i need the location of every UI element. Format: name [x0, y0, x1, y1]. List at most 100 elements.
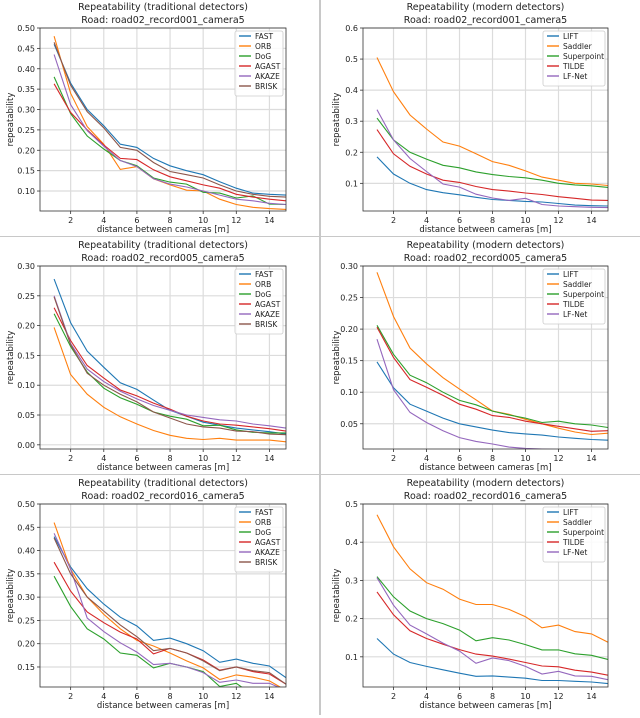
legend-entry: LF-Net	[563, 548, 587, 557]
series-line-orb	[53, 522, 282, 687]
x-tick-label: 4	[101, 692, 106, 701]
line-chart: Repeatability (traditional detectors) Roa…	[6, 478, 287, 711]
legend-entry: ORB	[255, 518, 271, 527]
y-tick-label: 0.4	[345, 538, 358, 547]
x-tick-label: 8	[167, 216, 172, 225]
plot-frame	[362, 27, 609, 212]
chart-subtitle: Road: road02_record001_camera5	[81, 15, 244, 26]
y-tick-label: 0.15	[340, 357, 358, 366]
x-tick-label: 4	[101, 454, 106, 463]
y-tick-label: 0.45	[17, 523, 35, 532]
plot-frame	[362, 265, 609, 450]
chart-subtitle: Road: road02_record001_camera5	[404, 15, 567, 26]
x-tick-label: 14	[264, 454, 274, 463]
x-axis-label: distance between cameras [m]	[97, 463, 229, 473]
plot-frame	[39, 27, 287, 212]
x-tick-label: 8	[490, 454, 495, 463]
series-line-agast	[53, 307, 286, 432]
x-tick-label: 14	[264, 692, 274, 701]
series-line-orb	[53, 327, 286, 443]
legend-entry: ORB	[255, 280, 271, 289]
x-tick-label: 14	[586, 216, 596, 225]
chart-title: Repeatability (traditional detectors)	[78, 478, 248, 489]
x-tick-label: 4	[424, 692, 429, 701]
legend-entry: Saddler	[563, 280, 593, 289]
y-axis-label: repeatability	[332, 93, 342, 147]
x-tick-label: 4	[424, 454, 429, 463]
x-tick-label: 14	[264, 216, 274, 225]
legend-entry: TILDE	[562, 300, 585, 309]
series-line-brisk	[53, 537, 286, 685]
series-line-lift	[376, 361, 608, 441]
legend-entry: Superpoint	[563, 528, 604, 537]
x-tick-label: 12	[231, 454, 241, 463]
chart-panel: Repeatability (modern detectors) Road: ro…	[320, 0, 640, 238]
series-line-lift	[376, 156, 608, 207]
x-tick-label: 8	[167, 692, 172, 701]
y-tick-label: 0.25	[17, 292, 35, 301]
legend-entry: AGAST	[255, 538, 281, 547]
y-tick-label: 0.15	[17, 663, 35, 672]
chart-subtitle: Road: road02_record016_camera5	[81, 491, 244, 502]
y-tick-label: 0.25	[17, 616, 35, 625]
y-tick-label: 0.15	[17, 167, 35, 176]
y-tick-label: 0.4	[345, 86, 358, 95]
y-tick-label: 0.25	[17, 126, 35, 135]
y-tick-label: 0.3	[345, 117, 358, 126]
y-axis-label: repeatability	[6, 569, 16, 623]
y-axis-label: repeatability	[6, 93, 16, 147]
legend-entry: Superpoint	[563, 290, 604, 299]
chart-title: Repeatability (modern detectors)	[407, 478, 565, 489]
legend-entry: FAST	[255, 270, 274, 279]
y-tick-label: 0.40	[17, 65, 35, 74]
legend-entry: LF-Net	[563, 72, 587, 81]
chart-subtitle: Road: road02_record016_camera5	[404, 491, 567, 502]
series-line-tilde	[376, 129, 608, 201]
y-tick-label: 0.20	[17, 322, 35, 331]
x-tick-label: 2	[68, 216, 73, 225]
x-tick-label: 12	[553, 454, 563, 463]
x-axis-label: distance between cameras [m]	[97, 701, 229, 711]
y-tick-label: 0.3	[345, 576, 358, 585]
x-tick-label: 2	[68, 454, 73, 463]
x-tick-label: 8	[490, 216, 495, 225]
line-chart: Repeatability (modern detectors) Road: ro…	[332, 478, 609, 711]
x-tick-label: 8	[167, 454, 172, 463]
y-tick-label: 0.10	[340, 388, 358, 397]
chart-title: Repeatability (traditional detectors)	[78, 240, 248, 251]
legend-entry: BRISK	[255, 320, 278, 329]
series-line-tilde	[376, 591, 608, 676]
legend-entry: TILDE	[562, 538, 585, 547]
series-line-lf-net	[376, 577, 608, 681]
legend-entry: AKAZE	[255, 72, 280, 81]
x-axis-label: distance between cameras [m]	[419, 701, 551, 711]
y-tick-label: 0.20	[17, 640, 35, 649]
x-tick-label: 4	[424, 216, 429, 225]
y-tick-label: 0.6	[345, 24, 358, 33]
y-tick-label: 0.40	[17, 547, 35, 556]
plot-frame	[39, 503, 287, 688]
y-tick-label: 0.20	[17, 146, 35, 155]
legend-entry: FAST	[255, 508, 274, 517]
chart-panel: Repeatability (traditional detectors) Roa…	[0, 0, 320, 238]
y-tick-label: 0.5	[345, 55, 358, 64]
y-tick-label: 0.50	[17, 24, 35, 33]
series-line-akaze	[53, 54, 286, 206]
x-tick-label: 6	[457, 692, 462, 701]
x-tick-label: 14	[586, 454, 596, 463]
series-line-saddler	[376, 514, 608, 643]
legend-entry: Saddler	[563, 42, 593, 51]
chart-panel: Repeatability (traditional detectors) Roa…	[0, 476, 320, 714]
legend-entry: Superpoint	[563, 52, 604, 61]
y-tick-label: 0.10	[17, 187, 35, 196]
x-tick-label: 2	[391, 216, 396, 225]
x-tick-label: 6	[457, 454, 462, 463]
y-tick-label: 0.30	[17, 262, 35, 271]
legend-entry: BRISK	[255, 82, 278, 91]
y-tick-label: 0.00	[17, 441, 35, 450]
legend-entry: ORB	[255, 42, 271, 51]
x-tick-label: 6	[134, 692, 139, 701]
y-tick-label: 0.50	[17, 500, 35, 509]
